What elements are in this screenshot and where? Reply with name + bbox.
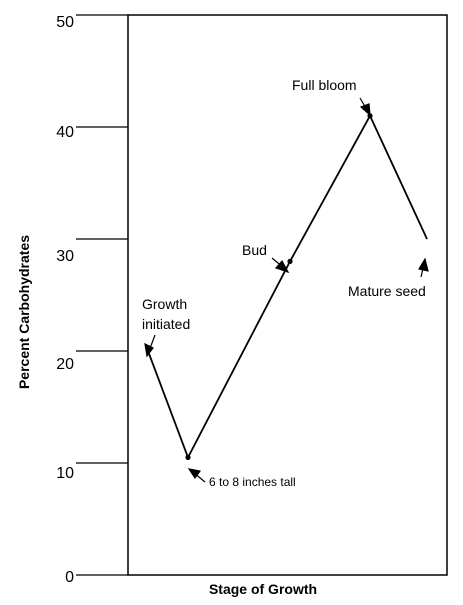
arrow-six-to-eight (187, 468, 206, 483)
arrow-full-bloom (359, 97, 371, 117)
annotation-mature-seed: Mature seed (348, 283, 426, 299)
annotation-growth-line2: initiated (142, 316, 190, 332)
data-point-1 (185, 454, 191, 460)
y-tick-label-0: 0 (65, 569, 74, 586)
annotation-full-bloom: Full bloom (292, 77, 357, 93)
plot-frame (127, 14, 448, 576)
y-tick-label-50: 50 (56, 14, 74, 31)
y-tick-label-40: 40 (56, 124, 74, 141)
y-tick-label-20: 20 (56, 356, 74, 373)
annotation-six-to-eight: 6 to 8 inches tall (209, 475, 296, 489)
y-axis-title: Percent Carbohydrates (16, 235, 32, 389)
arrow-bud (271, 257, 290, 274)
arrow-mature-seed (418, 257, 429, 278)
annotation-growth-line1: Growth (142, 296, 187, 312)
data-point-2 (287, 258, 293, 264)
y-axis-ticks (76, 14, 128, 576)
annotation-bud: Bud (242, 242, 267, 258)
y-axis-tick-labels: 50 40 30 20 10 0 (56, 14, 74, 586)
arrow-growth-initiated (144, 334, 156, 358)
x-axis-title: Stage of Growth (209, 581, 317, 597)
y-tick-label-10: 10 (56, 465, 74, 482)
y-tick-label-30: 30 (56, 248, 74, 265)
annotation-arrows (144, 97, 429, 483)
